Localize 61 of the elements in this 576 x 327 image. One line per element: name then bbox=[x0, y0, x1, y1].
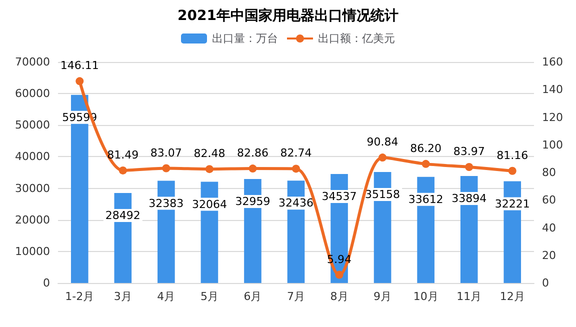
chart-title: 2021年中国家用电器出口情况统计 bbox=[178, 7, 398, 24]
y2-tick-label: 60 bbox=[542, 194, 556, 207]
y2-tick-label: 120 bbox=[542, 110, 563, 124]
data-label: 28492 bbox=[105, 209, 140, 222]
data-label: 82.48 bbox=[194, 147, 226, 160]
data-label: 81.16 bbox=[496, 148, 528, 162]
x-tick-label: 7月 bbox=[287, 290, 305, 303]
legend-label: 出口额：亿美元 bbox=[318, 32, 395, 45]
y-tick-label: 0 bbox=[43, 276, 50, 290]
y2-tick-label: 140 bbox=[542, 83, 563, 96]
y-tick-label: 50000 bbox=[15, 118, 50, 132]
data-label: 86.20 bbox=[410, 142, 442, 155]
data-label: 90.84 bbox=[366, 136, 398, 149]
y2-tick-label: 0 bbox=[542, 276, 549, 290]
data-label: 33612 bbox=[408, 192, 444, 206]
data-label: 82.74 bbox=[280, 146, 312, 160]
x-tick-label: 9月 bbox=[374, 290, 392, 303]
data-label: 33894 bbox=[452, 192, 487, 205]
x-tick-label: 10月 bbox=[413, 290, 438, 303]
data-label: 146.11 bbox=[60, 59, 99, 72]
y-tick-label: 70000 bbox=[15, 56, 50, 68]
x-tick-label: 8月 bbox=[330, 290, 348, 303]
data-label: 32436 bbox=[278, 196, 314, 210]
data-label: 35158 bbox=[365, 188, 400, 201]
data-label: 83.97 bbox=[453, 145, 485, 158]
point bbox=[162, 164, 170, 172]
y-tick-label: 20000 bbox=[15, 213, 50, 226]
y-tick-label: 40000 bbox=[15, 150, 50, 164]
data-label: 32383 bbox=[148, 196, 184, 210]
legend-label: 出口量：万台 bbox=[212, 32, 278, 45]
data-label: 32959 bbox=[235, 194, 270, 208]
data-label: 83.07 bbox=[150, 146, 182, 160]
y2-tick-label: 160 bbox=[542, 56, 563, 68]
y-tick-label: 60000 bbox=[15, 87, 50, 100]
y2-tick-label: 20 bbox=[542, 248, 556, 262]
point bbox=[118, 166, 127, 174]
y-tick-label: 30000 bbox=[15, 182, 50, 195]
y2-tick-label: 40 bbox=[542, 221, 556, 234]
point bbox=[76, 77, 84, 86]
x-tick-label: 12月 bbox=[500, 290, 525, 303]
point bbox=[422, 160, 430, 168]
point bbox=[508, 166, 516, 175]
x-tick-label: 1-2月 bbox=[65, 290, 94, 303]
point bbox=[292, 164, 300, 173]
point bbox=[205, 165, 214, 174]
point bbox=[465, 163, 474, 172]
x-tick-label: 5月 bbox=[200, 290, 218, 303]
data-label: 82.86 bbox=[236, 146, 268, 160]
point bbox=[248, 164, 257, 173]
y2-tick-label: 100 bbox=[542, 138, 563, 152]
x-tick-label: 4月 bbox=[157, 290, 176, 303]
data-label: 32064 bbox=[192, 198, 227, 211]
y-tick-label: 10000 bbox=[15, 244, 50, 258]
point bbox=[335, 270, 344, 279]
x-tick-label: 11月 bbox=[456, 290, 482, 303]
x-tick-label: 3月 bbox=[114, 290, 132, 303]
data-label: 34537 bbox=[322, 190, 357, 203]
y2-tick-label: 80 bbox=[542, 166, 556, 179]
x-tick-label: 6月 bbox=[244, 290, 262, 303]
data-label: 32221 bbox=[494, 197, 530, 210]
point bbox=[378, 154, 387, 162]
